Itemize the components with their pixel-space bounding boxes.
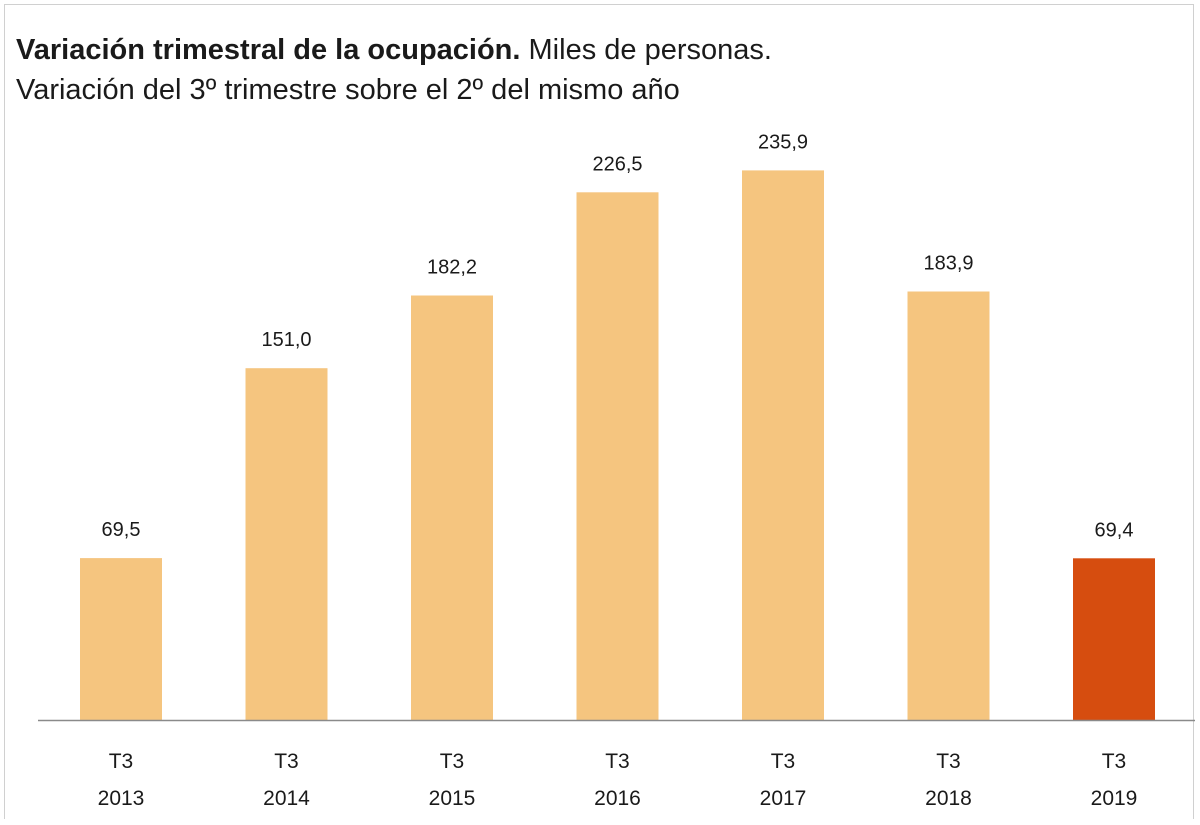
x-tick-quarter-2016: T3 [605,750,630,773]
data-label-2019: 69,4 [1095,519,1134,541]
data-label-2013: 69,5 [102,519,141,541]
chart-subtitle: Variación del 3º trimestre sobre el 2º d… [16,74,680,106]
x-tick-year-2018: 2018 [925,787,972,810]
data-label-2018: 183,9 [923,253,973,275]
x-tick-year-2013: 2013 [98,787,145,810]
x-tick-quarter-2014: T3 [274,750,299,773]
chart-title-rest: Miles de personas. [520,34,772,66]
bar-2013 [80,558,162,720]
bar-2014 [245,368,328,720]
x-tick-quarter-2018: T3 [936,750,961,773]
x-tick-year-2019: 2019 [1091,787,1138,810]
x-tick-year-2016: 2016 [594,787,641,810]
x-tick-quarter-2019: T3 [1102,750,1127,773]
chart-frame [4,4,1194,819]
chart-title-block: Variación trimestral de la ocupación. Mi… [16,30,772,110]
x-tick-year-2017: 2017 [760,787,807,810]
x-tick-year-2014: 2014 [263,787,310,810]
x-tick-quarter-2015: T3 [440,750,465,773]
chart-title-bold: Variación trimestral de la ocupación. [16,34,521,66]
data-label-2017: 235,9 [758,131,808,153]
data-label-2014: 151,0 [261,329,311,351]
x-tick-quarter-2017: T3 [771,750,796,773]
bar-2019 [1073,558,1155,720]
bar-2016 [576,192,659,721]
data-label-2016: 226,5 [592,153,642,175]
bar-2015 [411,295,493,720]
data-label-2015: 182,2 [427,257,477,279]
x-tick-year-2015: 2015 [429,787,476,810]
x-tick-quarter-2013: T3 [109,750,134,773]
bar-2017 [742,170,824,720]
bar-2018 [907,291,990,720]
